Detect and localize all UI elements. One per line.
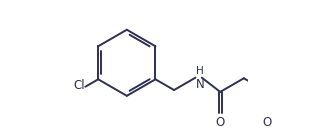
- Text: H: H: [196, 66, 204, 76]
- Text: O: O: [215, 116, 225, 129]
- Text: Cl: Cl: [73, 79, 85, 92]
- Text: N: N: [196, 78, 205, 91]
- Text: O: O: [263, 116, 272, 129]
